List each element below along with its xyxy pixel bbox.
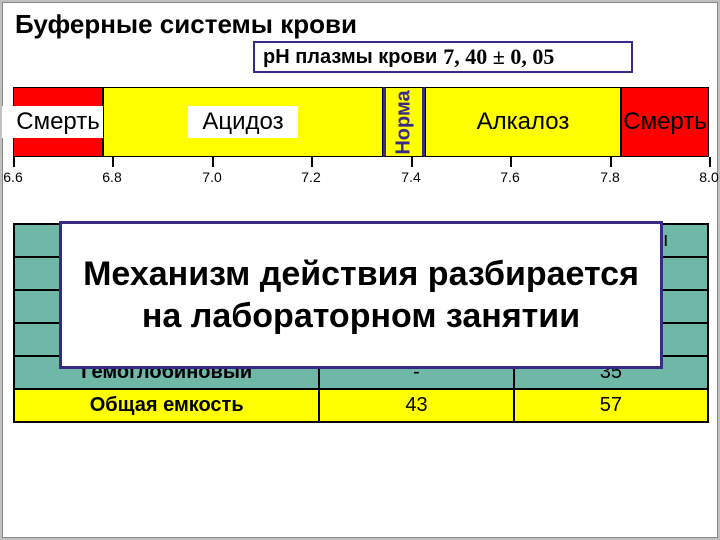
tick	[411, 157, 413, 167]
table-cell: 57	[514, 389, 708, 422]
tick-label: 6.6	[3, 169, 22, 185]
tick	[510, 157, 512, 167]
ph-label: рН плазмы крови	[263, 46, 437, 69]
tick	[311, 157, 313, 167]
table-cell: Общая емкость	[14, 389, 319, 422]
table-row: Общая емкость4357	[14, 389, 708, 422]
zone-death-right: Смерть	[621, 87, 709, 157]
tick	[212, 157, 214, 167]
slide: Буферные системы крови рН плазмы крови 7…	[2, 2, 718, 538]
scale-ticks: 6.66.87.07.27.47.67.88.0	[13, 157, 709, 197]
zone-label: Алкалоз	[477, 108, 570, 136]
tick-label: 6.8	[102, 169, 121, 185]
zone-label: Смерть	[623, 108, 707, 136]
tick	[13, 157, 15, 167]
tick-label: 8.0	[699, 169, 718, 185]
ph-scale: Смерть Ацидоз Норма Алкалоз Смерть 6.66.…	[13, 87, 709, 197]
tick-label: 7.0	[202, 169, 221, 185]
zone-label: Норма	[393, 90, 416, 154]
ph-value: 7, 40 ± 0, 05	[443, 44, 554, 70]
overlay-note: Механизм действия разбирается на лаборат…	[59, 221, 663, 369]
ph-box: рН плазмы крови 7, 40 ± 0, 05	[253, 41, 633, 73]
overlay-text: Механизм действия разбирается на лаборат…	[78, 253, 644, 338]
page-title: Буферные системы крови	[3, 3, 717, 42]
tick	[112, 157, 114, 167]
zone-death-left: Смерть	[13, 87, 103, 157]
zone-label: Ацидоз	[188, 106, 297, 138]
tick-label: 7.6	[500, 169, 519, 185]
tick-label: 7.8	[600, 169, 619, 185]
zone-norma: Норма	[383, 87, 425, 157]
scale-bar: Смерть Ацидоз Норма Алкалоз Смерть	[13, 87, 709, 157]
table-cell: 43	[319, 389, 513, 422]
tick	[610, 157, 612, 167]
zone-alkalosis: Алкалоз	[425, 87, 621, 157]
tick-label: 7.2	[301, 169, 320, 185]
zone-acidosis: Ацидоз	[103, 87, 383, 157]
tick-label: 7.4	[401, 169, 420, 185]
tick	[709, 157, 711, 167]
zone-label: Смерть	[2, 106, 114, 138]
